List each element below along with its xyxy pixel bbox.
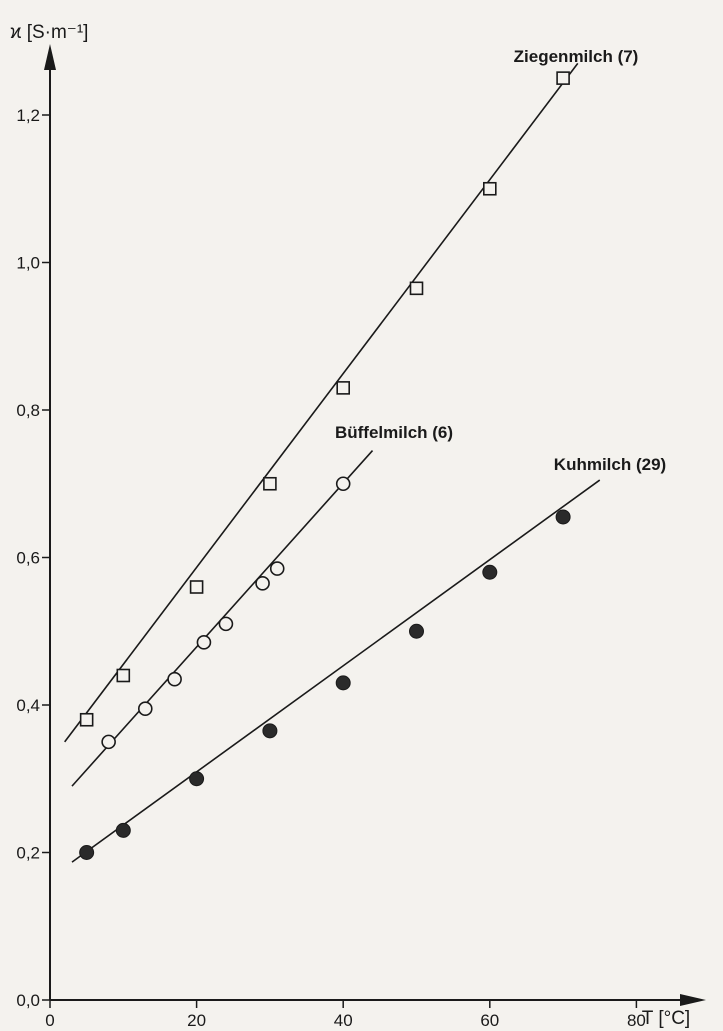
data-point-filled-circle — [79, 845, 95, 860]
x-tick-label: 0 — [45, 1011, 54, 1030]
y-tick-label: 0,6 — [16, 549, 40, 568]
series-layer — [64, 62, 601, 863]
data-point-open-circle — [335, 476, 351, 492]
x-tick-label: 20 — [187, 1011, 206, 1030]
x-axis-arrow — [680, 994, 706, 1006]
y-tick-label: 0,8 — [16, 401, 40, 420]
x-tick-label: 80 — [627, 1011, 646, 1030]
series-label-kuhmilch: Kuhmilch (29) — [554, 455, 666, 474]
data-point-filled-circle — [189, 771, 205, 787]
data-point-open-circle — [218, 616, 234, 632]
series-ziegenmilch — [64, 62, 579, 743]
data-point-filled-circle — [482, 564, 498, 580]
fit-line-ziegenmilch — [64, 62, 579, 743]
data-point-square — [556, 71, 570, 85]
axes: 0,0 0,2 0,4 0,6 0,8 1,0 1,2 0 20 40 60 80 — [16, 44, 706, 1030]
data-point-open-circle — [196, 635, 212, 650]
data-point-open-circle — [255, 576, 270, 591]
data-point-filled-circle — [409, 623, 424, 639]
data-point-square — [189, 580, 204, 594]
data-point-filled-circle — [115, 822, 131, 838]
y-tick-label: 0,0 — [16, 991, 40, 1010]
data-point-filled-circle — [335, 675, 351, 691]
x-tick-label: 40 — [334, 1011, 353, 1030]
data-point-open-circle — [101, 734, 116, 750]
data-point-square — [336, 381, 351, 395]
x-tick-label: 60 — [480, 1011, 499, 1030]
x-axis-label: T [°C] — [642, 1008, 690, 1029]
series-label-bueffelmilch: Büffelmilch (6) — [335, 423, 453, 442]
data-point-square — [79, 712, 94, 727]
y-tick-label: 0,2 — [16, 844, 40, 863]
y-axis-label: ϰ [S·m⁻¹] — [10, 22, 88, 43]
data-point-square — [409, 281, 424, 296]
data-point-open-circle — [269, 561, 285, 576]
data-point-square — [263, 476, 277, 491]
data-point-open-circle — [167, 671, 182, 687]
y-tick-label: 1,2 — [16, 106, 40, 125]
data-point-filled-circle — [555, 509, 571, 525]
series-kuhmilch — [71, 479, 601, 863]
series-bueffelmilch — [71, 450, 374, 787]
data-point-square — [482, 181, 497, 196]
y-axis-arrow — [44, 44, 56, 70]
series-label-ziegenmilch: Ziegenmilch (7) — [514, 47, 639, 66]
y-tick-label: 1,0 — [16, 254, 40, 273]
data-point-filled-circle — [262, 723, 278, 739]
fit-line-kuhmilch — [71, 479, 601, 863]
data-point-square — [116, 668, 131, 683]
y-tick-label: 0,4 — [16, 696, 40, 715]
data-point-open-circle — [137, 701, 153, 716]
